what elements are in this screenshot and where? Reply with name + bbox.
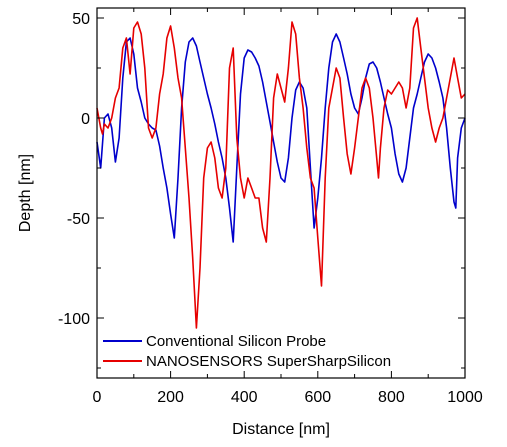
- series-layer: [96, 17, 466, 329]
- series-line-conventional: [96, 33, 466, 243]
- legend-label-conventional: Conventional Silicon Probe: [146, 333, 326, 350]
- x-tick-label: 0: [93, 389, 102, 406]
- y-tick-label: -50: [67, 211, 90, 228]
- y-tick-label: 50: [72, 11, 90, 28]
- x-tick-label: 800: [378, 389, 405, 406]
- y-tick-label: -100: [58, 311, 90, 328]
- y-tick-label: 0: [81, 111, 90, 128]
- x-axis-label: Distance [nm]: [232, 421, 330, 438]
- x-tick-label: 400: [231, 389, 258, 406]
- legend: Conventional Silicon Probe NANOSENSORS Su…: [103, 333, 391, 370]
- plot-frame: [96, 7, 466, 379]
- series-line-supersharp: [96, 17, 466, 329]
- x-tick-label: 600: [304, 389, 331, 406]
- legend-label-supersharp: NANOSENSORS SuperSharpSilicon: [146, 353, 391, 370]
- ticks-layer: 0 200 400 600 800 1000 -100 -50 0 50: [58, 8, 483, 406]
- y-axis-label: Depth [nm]: [17, 154, 34, 232]
- x-tick-label: 200: [157, 389, 184, 406]
- x-tick-label: 1000: [447, 389, 483, 406]
